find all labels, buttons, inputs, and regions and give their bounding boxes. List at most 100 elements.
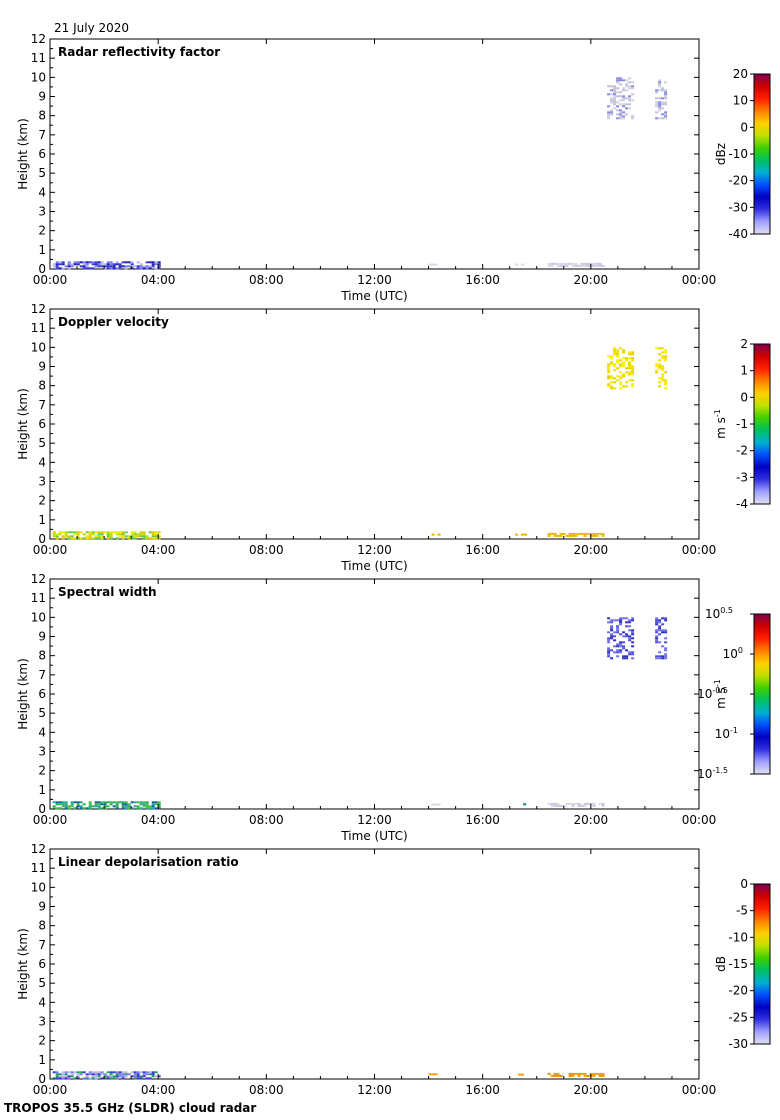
data-cell — [631, 357, 635, 360]
y-tick-label: 6 — [38, 687, 46, 701]
data-cell — [73, 261, 77, 264]
data-cell — [631, 365, 635, 368]
colorbar-unit: m s-1 — [713, 679, 728, 709]
x-tick-label: 12:00 — [357, 543, 392, 557]
data-cell — [136, 1071, 140, 1074]
data-region-2 — [431, 803, 441, 806]
data-cell — [664, 91, 668, 94]
data-cell — [88, 803, 92, 806]
data-cell — [583, 534, 587, 537]
data-cell — [613, 85, 617, 88]
colorbar-tick-label: 100 — [723, 646, 743, 661]
data-cell — [431, 1073, 435, 1076]
data-cell — [592, 1072, 596, 1075]
data-cell — [610, 377, 614, 380]
data-cell — [151, 805, 155, 808]
data-cell — [547, 1072, 551, 1075]
data-cell — [124, 803, 128, 806]
data-cell — [559, 804, 563, 807]
data-cell — [574, 264, 578, 267]
data-cell — [76, 533, 80, 536]
data-cell — [67, 807, 71, 810]
data-cell — [431, 533, 435, 536]
data-cell — [124, 805, 128, 808]
colorbar-tick-label: 10-1 — [715, 726, 738, 741]
data-cell — [607, 641, 611, 644]
data-cell — [142, 531, 146, 534]
data-cell — [592, 262, 596, 265]
data-cell — [571, 1074, 575, 1077]
data-cell — [631, 385, 635, 388]
data-cell — [64, 805, 68, 808]
data-cell — [109, 263, 113, 266]
data-cell — [121, 533, 125, 536]
data-cell — [67, 267, 71, 270]
data-cell — [583, 264, 587, 267]
data-cell — [133, 801, 137, 804]
data-cell — [664, 93, 668, 96]
data-cell — [115, 263, 119, 266]
data-cell — [121, 1071, 125, 1074]
data-cell — [61, 1073, 65, 1076]
y-tick-label: 9 — [38, 360, 46, 374]
data-cell — [109, 1073, 113, 1076]
data-cell — [121, 537, 125, 540]
data-cell — [58, 261, 62, 264]
data-cell — [73, 1077, 77, 1080]
data-region-3 — [518, 1073, 525, 1076]
data-cell — [76, 531, 80, 534]
data-cell — [607, 377, 611, 380]
y-tick-label: 6 — [38, 417, 46, 431]
data-cell — [55, 801, 59, 804]
data-cell — [133, 1071, 137, 1074]
data-cell — [55, 265, 59, 268]
data-cell — [631, 637, 635, 640]
data-cell — [67, 535, 71, 538]
data-cell — [100, 261, 104, 264]
data-cell — [157, 263, 161, 266]
data-cell — [616, 79, 620, 82]
data-cell — [547, 802, 551, 805]
data-cell — [553, 262, 557, 265]
data-cell — [613, 635, 617, 638]
data-cell — [97, 535, 101, 538]
data-cell — [613, 631, 617, 634]
data-cell — [625, 97, 629, 100]
data-cell — [97, 263, 101, 266]
data-cell — [577, 532, 581, 535]
data-cell — [625, 85, 629, 88]
data-cell — [100, 1073, 104, 1076]
x-tick-label: 00:00 — [682, 273, 717, 287]
data-cell — [595, 534, 599, 537]
data-cell — [94, 1073, 98, 1076]
y-tick-label: 12 — [31, 302, 46, 316]
data-cell — [631, 619, 635, 622]
data-cell — [79, 805, 83, 808]
data-cell — [139, 1071, 143, 1074]
x-tick-label: 12:00 — [357, 1083, 392, 1097]
data-cell — [82, 537, 86, 540]
data-cell — [124, 267, 128, 270]
data-cell — [515, 263, 519, 266]
data-cell — [70, 801, 74, 804]
data-cell — [82, 533, 86, 536]
data-cell — [616, 379, 620, 382]
data-cell — [613, 353, 617, 356]
data-cell — [142, 1073, 146, 1076]
data-cell — [658, 655, 662, 658]
data-cell — [628, 107, 632, 110]
data-cell — [613, 349, 617, 352]
colorbar-tick-label: -20 — [728, 174, 748, 188]
colorbar-tick-label: -2 — [736, 444, 748, 458]
data-cell — [76, 805, 80, 808]
data-cell — [550, 264, 554, 267]
data-cell — [622, 373, 626, 376]
data-cell — [82, 803, 86, 806]
x-axis-label: Time (UTC) — [340, 829, 407, 843]
data-cell — [121, 535, 125, 538]
data-cell — [130, 1075, 134, 1078]
data-cell — [61, 1077, 65, 1080]
data-cell — [658, 79, 662, 82]
data-cell — [154, 261, 158, 264]
